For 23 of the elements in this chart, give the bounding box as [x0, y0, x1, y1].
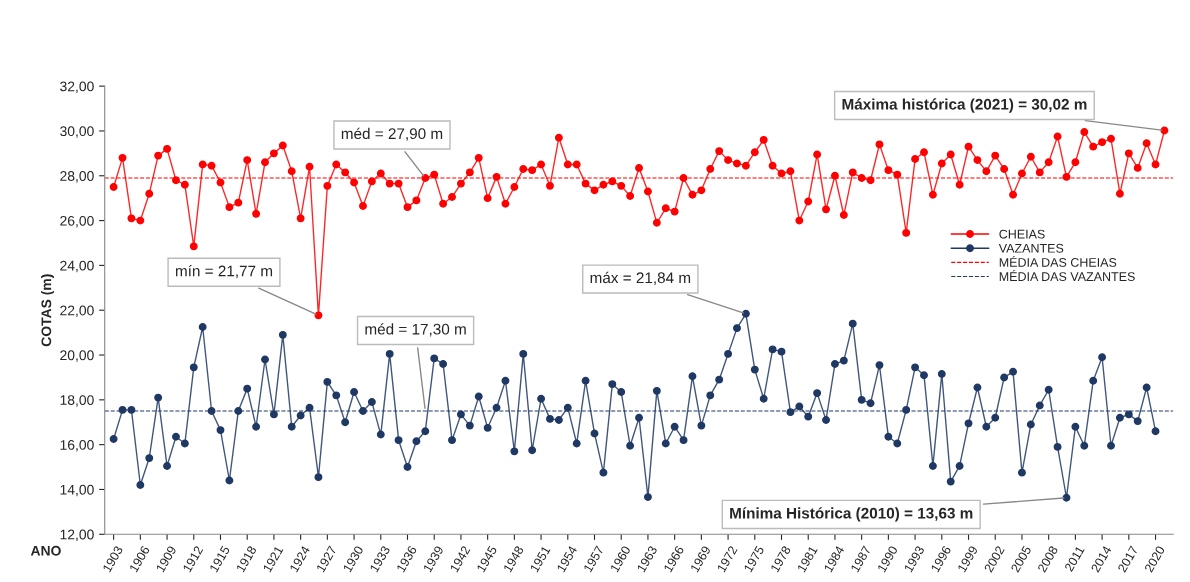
- legend-label: CHEIAS: [999, 229, 1045, 239]
- y-tick-label: 20,00: [60, 350, 94, 362]
- y-tick-label: 18,00: [60, 395, 94, 407]
- y-tick-label: 28,00: [60, 171, 94, 183]
- annotation: Mínima Histórica (2010) = 13,63 m: [730, 507, 973, 522]
- annotation: Máxima histórica (2021) = 30,02 m: [842, 98, 1087, 113]
- y-tick-label: 30,00: [60, 126, 94, 138]
- y-tick-label: 24,00: [60, 260, 94, 273]
- annotation: mín = 21,77 m: [175, 265, 273, 279]
- y-tick-label: 32,00: [60, 81, 94, 93]
- y-tick-label: 26,00: [60, 215, 94, 228]
- y-tick-label: 12,00: [60, 529, 94, 542]
- y-axis-title: COTAS (m): [41, 274, 54, 347]
- legend-label: MÉDIA DAS CHEIAS: [999, 255, 1117, 267]
- y-tick-label: 14,00: [60, 484, 94, 497]
- legend-label: MÉDIA DAS VAZANTES: [999, 270, 1135, 282]
- x-axis-title: ANO: [30, 545, 61, 556]
- y-tick-label: 22,00: [60, 305, 94, 318]
- annotation: méd = 17,30 m: [365, 323, 466, 337]
- annotation: méd = 27,90 m: [341, 127, 443, 141]
- annotation: máx = 21,84 m: [590, 271, 691, 285]
- legend-label: VAZANTES: [998, 243, 1064, 253]
- y-tick-label: 16,00: [60, 439, 94, 452]
